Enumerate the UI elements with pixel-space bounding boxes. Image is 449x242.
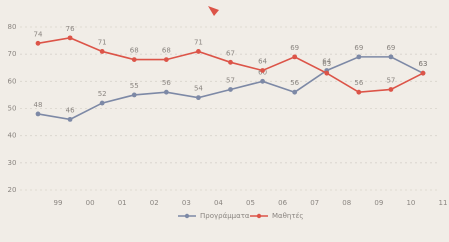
point bbox=[356, 54, 361, 59]
x-tick-label: 05 bbox=[246, 199, 255, 207]
data-label: 56 bbox=[162, 79, 171, 87]
x-tick-label: 06 bbox=[278, 199, 287, 207]
point bbox=[389, 54, 394, 59]
point bbox=[389, 87, 394, 92]
legend-label: Προγράμματα bbox=[200, 212, 250, 220]
data-label: 56 bbox=[290, 79, 299, 87]
y-tick-label: 70 bbox=[8, 50, 17, 58]
data-label: 71 bbox=[194, 38, 203, 46]
point bbox=[356, 90, 361, 95]
point bbox=[164, 57, 169, 62]
data-label: 57 bbox=[386, 76, 395, 84]
legend-label: Μαθητές bbox=[272, 212, 303, 220]
data-label: 63 bbox=[322, 60, 331, 68]
point bbox=[292, 54, 297, 59]
y-tick-label: 60 bbox=[8, 77, 17, 85]
point bbox=[292, 90, 297, 95]
point bbox=[68, 117, 73, 122]
y-tick-label: 20 bbox=[8, 186, 17, 194]
data-label: 74 bbox=[34, 30, 43, 38]
data-label: 69 bbox=[290, 44, 299, 52]
data-label: 71 bbox=[98, 38, 107, 46]
x-tick-label: 10 bbox=[406, 199, 415, 207]
point bbox=[100, 101, 105, 106]
point bbox=[196, 95, 201, 100]
x-tick-label: 07 bbox=[310, 199, 319, 207]
x-tick-label: 11 bbox=[439, 199, 448, 207]
y-tick-label: 50 bbox=[8, 105, 17, 113]
data-label: 46 bbox=[66, 106, 75, 114]
point bbox=[164, 90, 169, 95]
y-tick-label: 40 bbox=[8, 132, 17, 140]
data-label: 64 bbox=[258, 57, 267, 65]
point bbox=[260, 68, 265, 73]
x-tick-label: 04 bbox=[214, 199, 223, 207]
data-label: 57 bbox=[226, 76, 235, 84]
point bbox=[36, 41, 41, 46]
data-label: 54 bbox=[194, 85, 203, 93]
x-tick-label: 99 bbox=[54, 199, 63, 207]
y-tick-label: 30 bbox=[8, 159, 17, 167]
data-label: 48 bbox=[34, 101, 43, 109]
point bbox=[228, 87, 233, 92]
data-label: 68 bbox=[130, 47, 139, 55]
data-label: 52 bbox=[98, 90, 107, 98]
data-label: 63 bbox=[419, 60, 428, 68]
x-tick-label: 03 bbox=[182, 199, 191, 207]
legend-marker bbox=[185, 214, 189, 218]
point bbox=[260, 79, 265, 84]
data-label: 56 bbox=[354, 79, 363, 87]
point bbox=[68, 35, 73, 40]
point bbox=[228, 60, 233, 65]
x-tick-label: 08 bbox=[342, 199, 351, 207]
data-label: 68 bbox=[162, 47, 171, 55]
point bbox=[196, 49, 201, 54]
point bbox=[100, 49, 105, 54]
data-label: 69 bbox=[354, 44, 363, 52]
point bbox=[36, 112, 41, 117]
y-tick-label: 80 bbox=[8, 23, 17, 31]
point bbox=[132, 93, 137, 98]
data-label: 76 bbox=[66, 25, 75, 33]
chart: 20 30 40 50 60 70 80 99 00 01 02 03 04 05 06 07 08 09 10 11… bbox=[0, 0, 449, 242]
point bbox=[324, 71, 329, 76]
x-tick-label: 09 bbox=[374, 199, 383, 207]
x-tick-label: 02 bbox=[150, 199, 159, 207]
data-label: 67 bbox=[226, 49, 235, 57]
x-tick-label: 01 bbox=[118, 199, 127, 207]
point bbox=[421, 71, 426, 76]
x-tick-label: 00 bbox=[86, 199, 95, 207]
annotation-arrow bbox=[208, 6, 219, 16]
data-label: 55 bbox=[130, 82, 139, 90]
legend-marker bbox=[257, 214, 261, 218]
data-label: 69 bbox=[386, 44, 395, 52]
point bbox=[132, 57, 137, 62]
